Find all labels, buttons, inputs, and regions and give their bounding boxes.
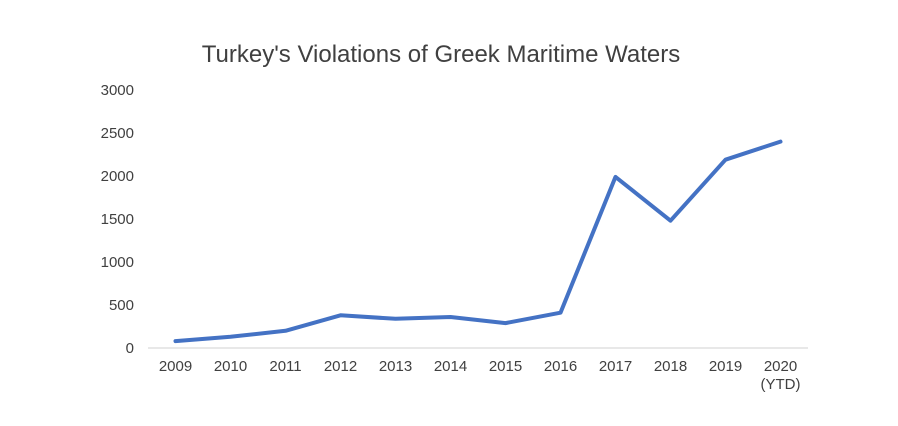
x-tick-label: 2012 [324,358,357,375]
x-tick-label: 2011 [269,358,301,375]
x-tick-label: 2020 (YTD) [761,358,801,393]
y-tick-label: 1000 [101,254,134,271]
x-tick-label: 2015 [489,358,522,375]
x-tick-label-line: 2018 [654,358,687,375]
x-tick-label-line: 2014 [434,358,467,375]
x-tick-label-line: 2020 [764,358,797,375]
x-tick-label: 2017 [599,358,632,375]
x-tick-label-line: 2011 [269,358,301,375]
chart-title: Turkey's Violations of Greek Maritime Wa… [202,41,681,68]
y-tick-label: 3000 [101,82,134,99]
y-tick-label: 500 [109,297,134,314]
y-axis-ticks: 0 500 1000 1500 2000 2500 3000 [101,82,134,357]
x-tick-label-line: 2017 [599,358,632,375]
y-tick-label: 0 [126,340,134,357]
x-tick-label-line: 2013 [379,358,412,375]
y-tick-label: 2000 [101,168,134,185]
x-tick-label: 2018 [654,358,687,375]
series-line [173,139,783,344]
x-tick-label: 2016 [544,358,577,375]
x-tick-label: 2019 [709,358,742,375]
x-tick-label-line: 2019 [709,358,742,375]
x-tick-label: 2009 [159,358,192,375]
x-tick-label-line: 2009 [159,358,192,375]
x-tick-label: 2014 [434,358,467,375]
y-tick-label: 1500 [101,211,134,228]
y-tick-label: 2500 [101,125,134,142]
x-tick-label-line: 2012 [324,358,357,375]
x-tick-label: 2010 [214,358,247,375]
x-tick-label-line: 2016 [544,358,577,375]
x-axis-ticks: 2009 2010 2011 2012 2013 2014 2015 2016 2017 2018… [159,358,801,393]
x-tick-label-line: 2010 [214,358,247,375]
x-tick-label-line: 2015 [489,358,522,375]
x-tick-label-line: (YTD) [761,376,801,393]
x-tick-label: 2013 [379,358,412,375]
